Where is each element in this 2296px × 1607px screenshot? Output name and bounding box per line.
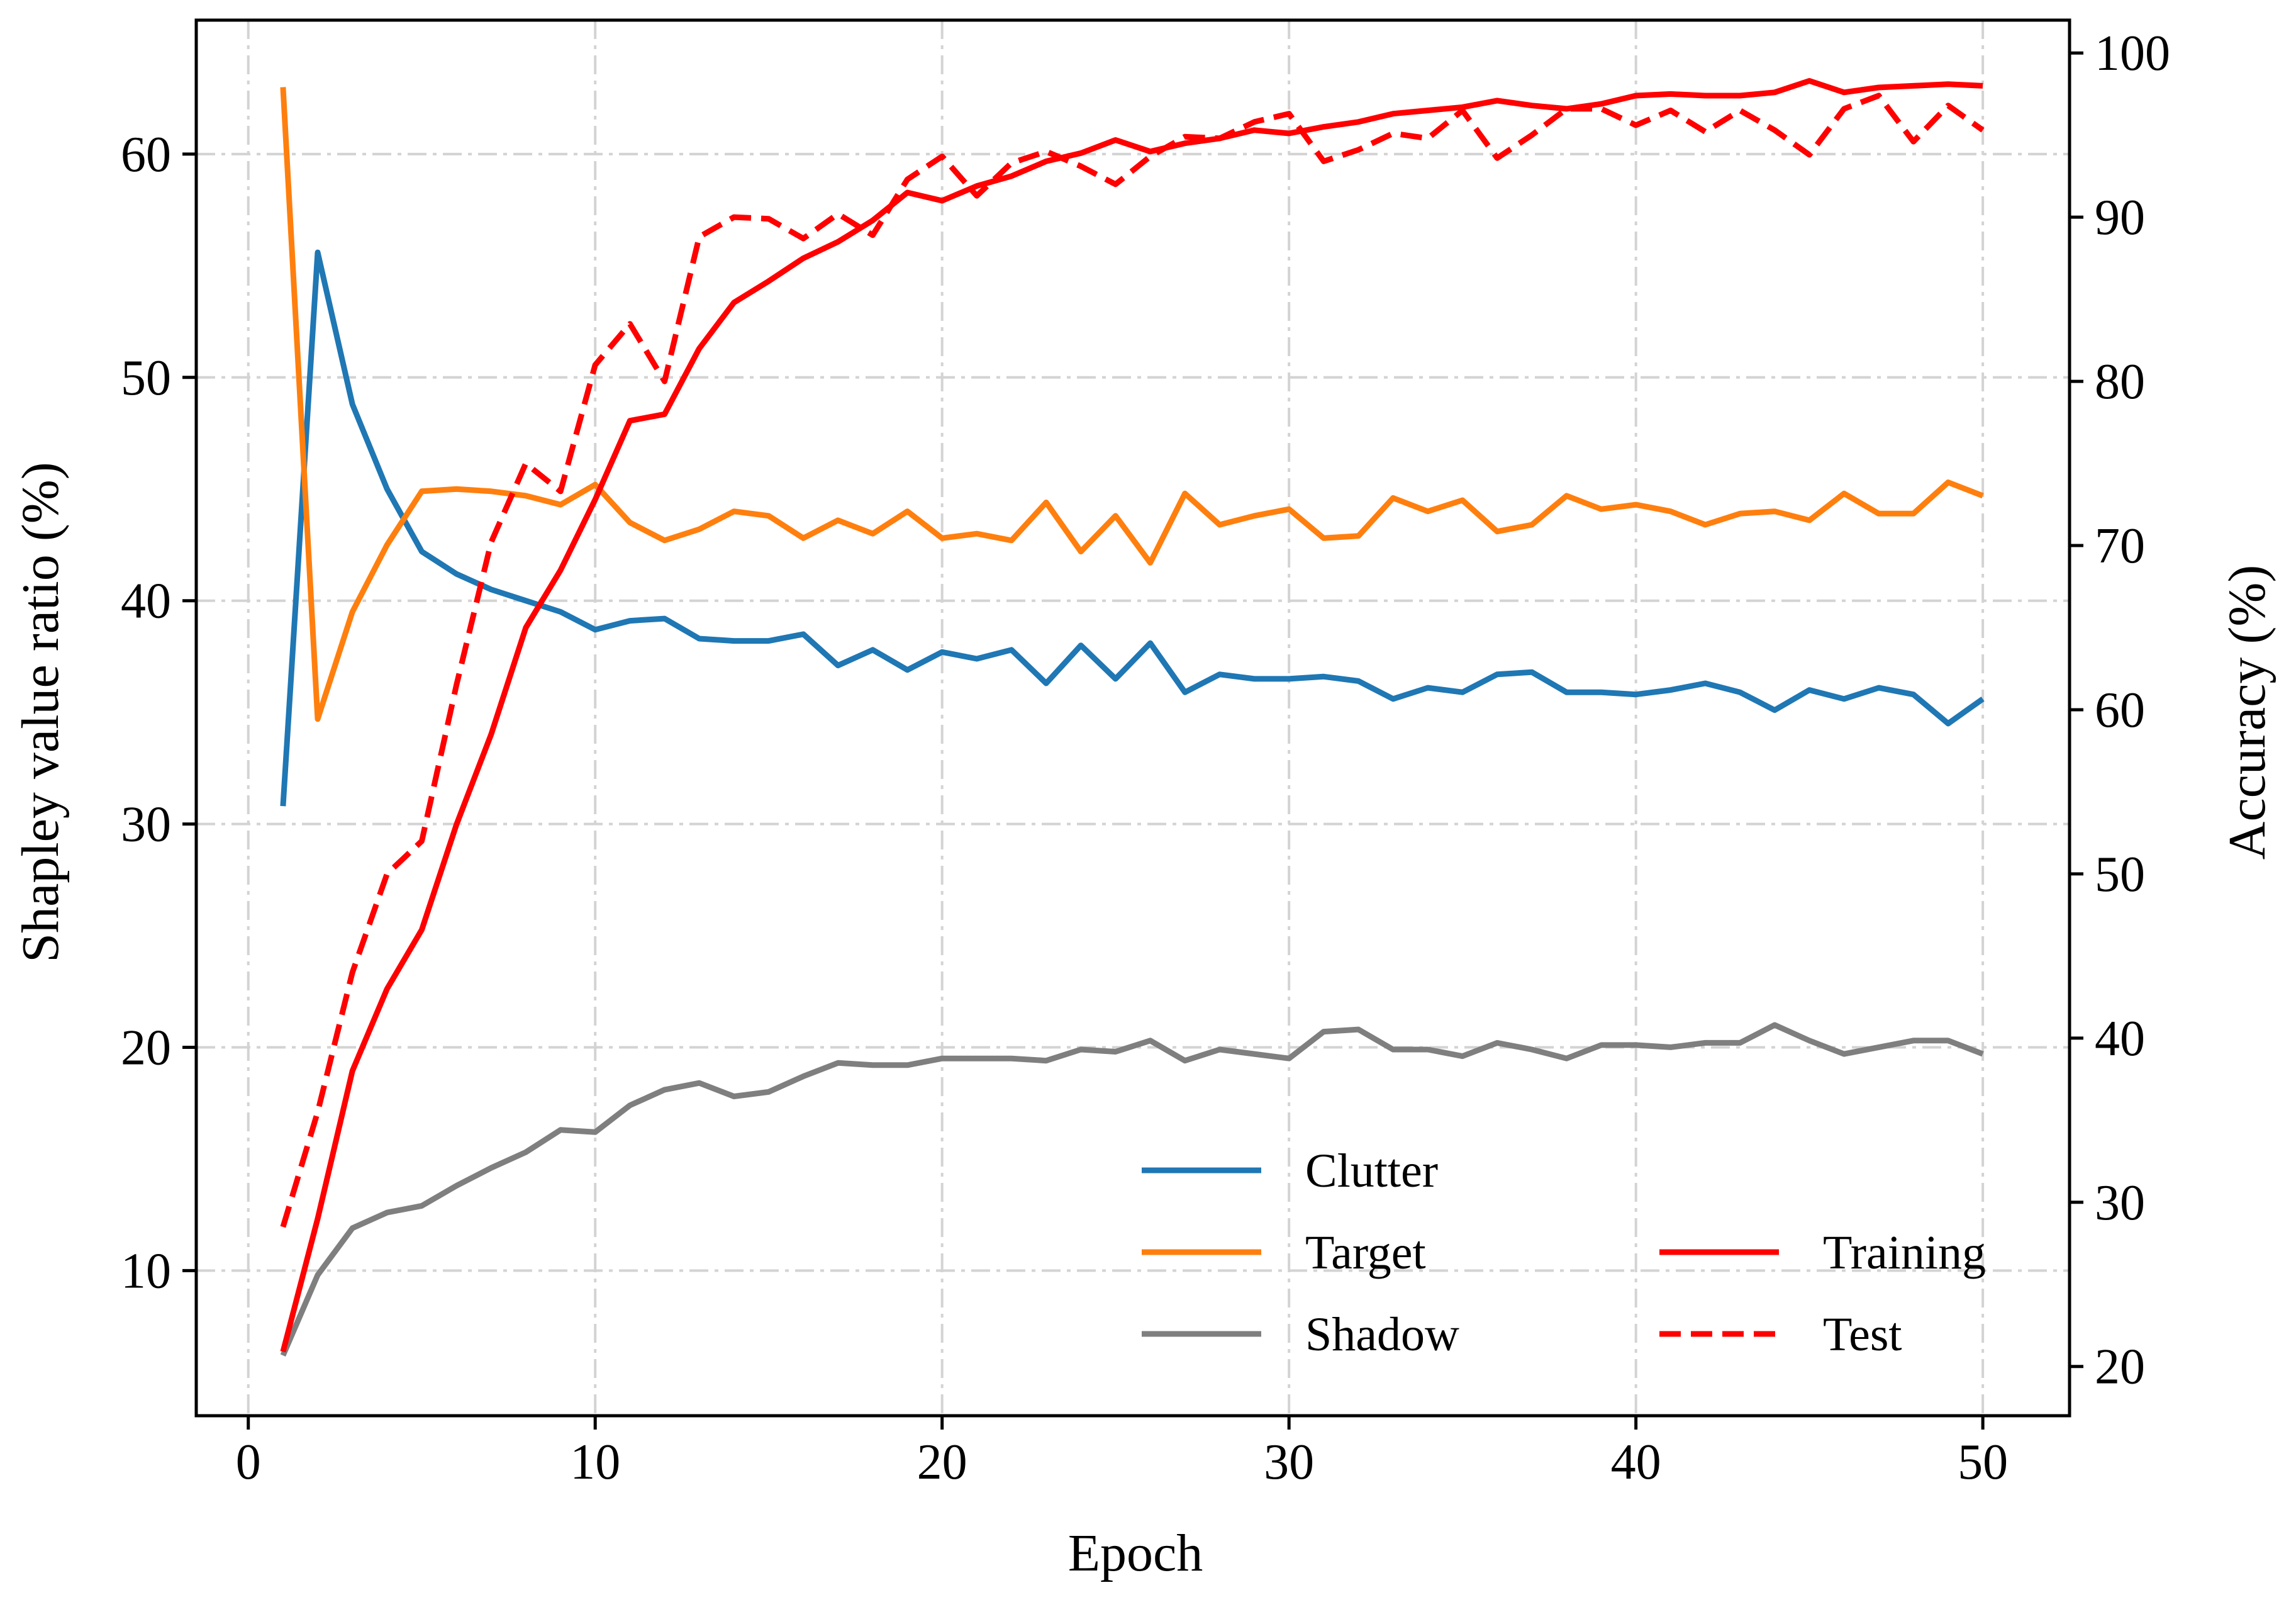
y-right-tick-label: 40 [2095,1011,2145,1067]
series-line-target [280,87,1984,722]
y-left-tick-label: 50 [121,350,171,406]
x-tick-label: 20 [917,1435,967,1490]
legend: Clutter Target Shadow Training Test [1142,1145,1986,1361]
y-right-tick-label: 50 [2095,847,2145,902]
series-line-shadow [280,1022,1984,1357]
legend-label: Test [1823,1308,1902,1361]
x-tick-label: 50 [1958,1435,2008,1490]
x-axis-label: Epoch [1068,1524,1203,1582]
y-right-tick-label: 70 [2095,518,2145,574]
grid [196,20,2070,1416]
legend-label: Training [1823,1226,1986,1279]
y-left-tick-label: 20 [121,1020,171,1075]
y-axis-right-label: Accuracy (%) [2218,565,2276,860]
legend-item-test: Test [1659,1308,1902,1361]
legend-item-shadow: Shadow [1142,1308,1459,1361]
x-tick-label: 40 [1611,1435,1661,1490]
y-right-tick-label: 100 [2095,26,2170,81]
x-tick-label: 0 [236,1435,261,1490]
plot-frame [194,18,2071,1418]
x-tick-label: 30 [1264,1435,1314,1490]
y-axis-left-label: Shapley value ratio (%) [11,462,70,962]
y-right-tick-label: 60 [2095,683,2145,738]
x-tick-label: 10 [570,1435,620,1490]
y-left-tick-label: 60 [121,127,171,182]
y-left-tick-label: 10 [121,1243,171,1299]
y-left-tick-label: 40 [121,574,171,629]
axes-frame [194,18,2071,1418]
series-line-training [280,78,1983,1353]
y-right-tick-label: 20 [2095,1340,2145,1395]
y-right-tick-label: 30 [2095,1175,2145,1231]
y-right-tick-label: 80 [2095,354,2145,410]
legend-label: Clutter [1305,1145,1438,1197]
series-lines [280,78,1985,1357]
series-line-test [280,92,1985,1228]
legend-item-clutter: Clutter [1142,1145,1438,1197]
axis-ticks: 0 10 20 30 40 50 10 20 30 40 50 60 20 30 40 50 60 70 80 90 1… [121,26,2170,1490]
legend-label: Target [1305,1226,1426,1279]
y-left-tick-label: 30 [121,797,171,853]
legend-label: Shadow [1305,1308,1459,1361]
legend-item-training: Training [1659,1226,1986,1279]
legend-item-target: Target [1142,1226,1426,1279]
series-line-clutter [280,249,1985,807]
y-right-tick-label: 90 [2095,190,2145,245]
